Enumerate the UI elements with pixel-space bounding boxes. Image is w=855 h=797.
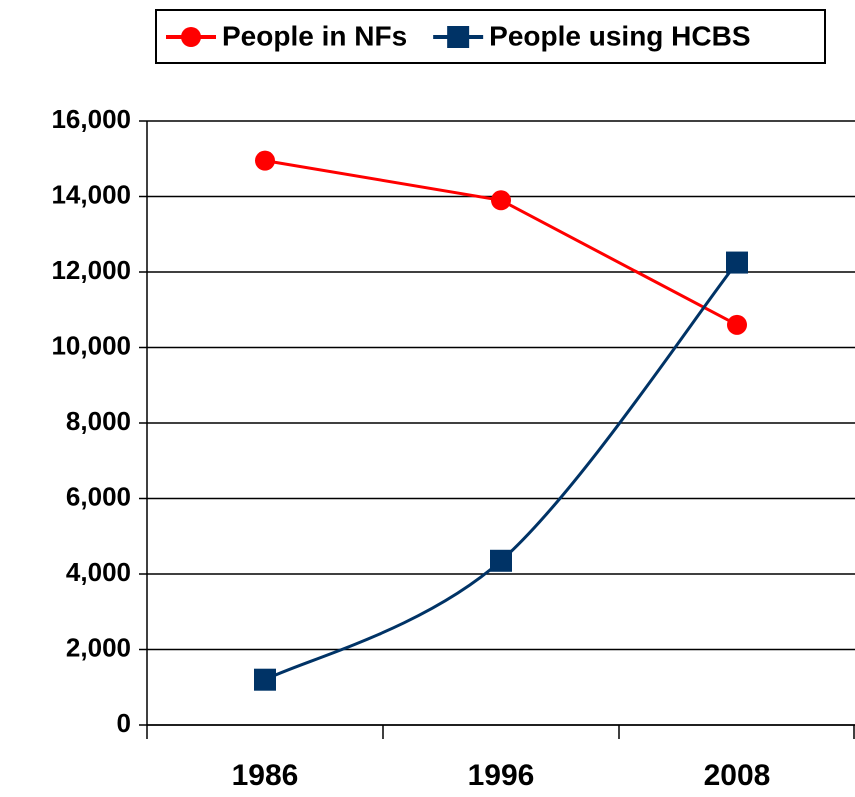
y-tick-label: 16,000	[51, 104, 131, 134]
legend-marker	[447, 26, 470, 48]
series-line	[264, 261, 739, 682]
y-tick-label: 6,000	[66, 481, 131, 511]
legend-box	[155, 9, 826, 64]
y-tick-label: 0	[117, 708, 131, 738]
data-point	[491, 190, 511, 211]
data-point	[255, 150, 275, 171]
x-tick-label: 1996	[468, 759, 535, 792]
legend-label: People in NFs	[222, 20, 407, 51]
y-tick-label: 14,000	[51, 179, 131, 209]
data-point	[254, 668, 276, 691]
x-tick-label: 1986	[232, 759, 299, 792]
data-point	[490, 549, 512, 572]
y-tick-label: 2,000	[66, 632, 131, 662]
x-tick-label: 2008	[704, 759, 771, 792]
data-point	[726, 251, 748, 274]
data-point	[727, 314, 747, 335]
legend-marker	[181, 27, 201, 47]
y-tick-label: 8,000	[66, 406, 131, 436]
y-tick-label: 12,000	[51, 255, 131, 285]
y-tick-label: 10,000	[51, 330, 131, 360]
series-line	[264, 159, 738, 327]
legend-label: People using HCBS	[489, 20, 750, 51]
y-tick-label: 4,000	[66, 557, 131, 587]
